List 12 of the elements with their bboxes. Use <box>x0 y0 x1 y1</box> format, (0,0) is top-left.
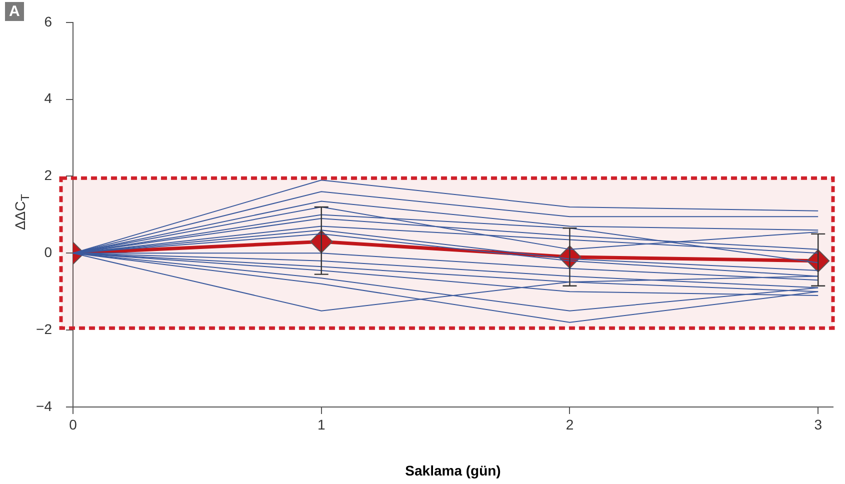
x-axis-title: Saklama (gün) <box>405 462 501 478</box>
y-tick-label: −4 <box>36 398 52 414</box>
y-tick-label: 4 <box>44 90 52 106</box>
y-tick-label: 2 <box>44 167 52 184</box>
x-tick-label: 2 <box>566 416 574 432</box>
text: A <box>5 2 24 21</box>
x-tick-label: 1 <box>317 416 326 432</box>
y-tick-label: 0 <box>44 244 52 260</box>
x-tick-label: 3 <box>814 416 822 432</box>
x-tick-label: 0 <box>69 416 78 432</box>
y-tick-label: −2 <box>36 320 52 337</box>
y-tick-label: 6 <box>44 13 52 30</box>
